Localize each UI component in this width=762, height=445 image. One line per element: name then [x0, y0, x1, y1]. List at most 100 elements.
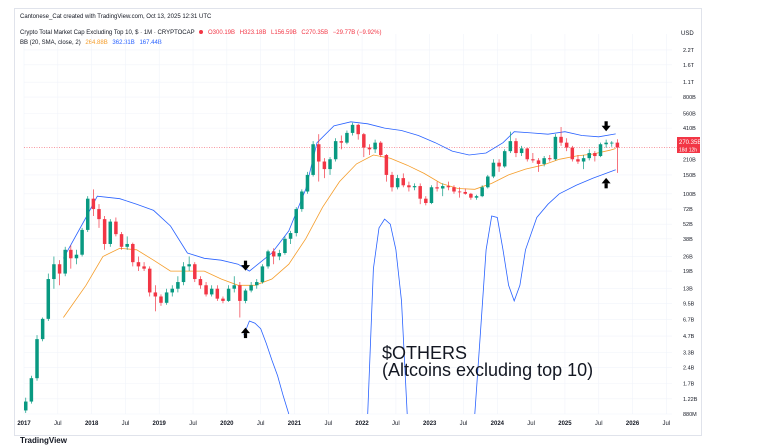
candle-body [407, 185, 411, 188]
candle-body [249, 285, 253, 291]
candle [35, 335, 39, 381]
countdown-tag [677, 146, 700, 153]
candle [249, 282, 253, 293]
candle [85, 196, 90, 232]
price-tick-label: 1.6T [683, 63, 695, 69]
time-tick-label: Jul [324, 421, 332, 427]
candle [412, 183, 417, 191]
bb-basis-line [63, 148, 616, 318]
price-axis[interactable]: USD 2.2T 1.6T 1.1T 800B 560B 410B 210B 150B 100B… [681, 31, 698, 418]
candle [491, 159, 496, 179]
candle-body [209, 288, 214, 295]
time-tick-label: Jul [392, 421, 400, 427]
chart-annotation[interactable]: $OTHERS (Altcoins excluding top 10) [382, 343, 593, 380]
candle-body [373, 142, 377, 150]
candle [69, 245, 73, 269]
candle-body [615, 142, 620, 148]
candle [384, 154, 389, 182]
candlestick-series [24, 122, 620, 413]
candle [553, 134, 558, 161]
candle-body [395, 178, 400, 188]
candle [198, 276, 203, 289]
candle [531, 153, 535, 163]
candle-body [91, 198, 96, 210]
candle [136, 256, 141, 272]
price-tick-label: 150B [683, 173, 696, 179]
candle-body [502, 151, 507, 167]
candle [604, 139, 608, 148]
chart-credit: Cantonese_Cat created with TradingView.c… [20, 14, 212, 20]
candle [260, 264, 265, 284]
candle-body [97, 209, 101, 220]
candle-body [40, 318, 45, 340]
price-tick-label: 800B [683, 95, 696, 101]
candle [147, 266, 152, 297]
time-tick-label: 2019 [153, 421, 167, 427]
candle [46, 273, 51, 321]
time-tick-label: 2025 [558, 421, 572, 427]
candle [176, 276, 180, 293]
candle-body [204, 285, 208, 295]
candle-body [176, 282, 180, 289]
candle [333, 138, 338, 162]
price-tick-label: 72B [683, 207, 693, 213]
candle [486, 174, 490, 189]
time-tick-label: 2018 [85, 421, 99, 427]
candle-body [215, 288, 220, 299]
candle [587, 149, 591, 161]
candle-body [131, 243, 135, 263]
candle-body [339, 141, 344, 143]
candle [52, 256, 56, 289]
price-tick-label: 4.7B [683, 334, 695, 340]
candle-body [576, 159, 580, 162]
candle [378, 141, 383, 158]
candle-body [147, 268, 152, 293]
candle [559, 127, 563, 146]
bb-lower-value: 167.44B [139, 40, 162, 46]
candle-body [587, 153, 591, 159]
candle [508, 131, 513, 154]
candle [593, 151, 597, 162]
candle [181, 262, 186, 286]
candle [519, 145, 524, 157]
price-tick-label: 1.7B [683, 381, 695, 387]
tradingview-logo: TradingView [20, 436, 67, 445]
candle-body [367, 147, 372, 150]
candle-body [328, 159, 332, 170]
price-tick-label: 26B [683, 254, 693, 260]
candle-body [294, 209, 298, 234]
time-tick-label: Jul [460, 421, 468, 427]
candle-body [311, 144, 315, 175]
candle [564, 138, 569, 152]
candle-body [198, 279, 203, 286]
bb-label[interactable]: BB (20, SMA, close, 2) [20, 40, 81, 46]
candle-body [170, 288, 174, 293]
time-tick-label: 2017 [17, 421, 31, 427]
candle [502, 149, 507, 168]
time-tick-label: 2026 [626, 421, 640, 427]
candle-body [52, 264, 56, 280]
candle-body [463, 191, 468, 194]
candle-body [193, 264, 197, 280]
time-tick-label: 2023 [423, 421, 437, 427]
candle-body [446, 186, 451, 188]
time-axis[interactable]: 2017 Jul 2018 Jul 2019 Jul 2020 Jul 2021 Jul 2022 J… [17, 421, 670, 427]
candle [514, 138, 518, 158]
candle-body [29, 378, 34, 402]
candle [373, 139, 377, 154]
tradingview-logo-text: TradingView [20, 436, 67, 445]
price-tags: 270.35B 18d 12h [677, 137, 701, 154]
candle [266, 249, 270, 269]
arrow-shaft [604, 121, 608, 127]
candle [97, 204, 101, 228]
time-tick-label: 2021 [288, 421, 302, 427]
price-tick-label: 19B [683, 269, 693, 275]
price-tick-label: 410B [683, 126, 696, 132]
annotation-title: $OTHERS [382, 343, 467, 363]
arrow-shaft [604, 183, 608, 189]
last-price-tag-label: 270.35B [679, 140, 701, 146]
bollinger-bands [63, 121, 616, 415]
symbol-title[interactable]: Crypto Total Market Cap Excluding Top 10… [20, 30, 195, 36]
candle-body [322, 161, 327, 170]
